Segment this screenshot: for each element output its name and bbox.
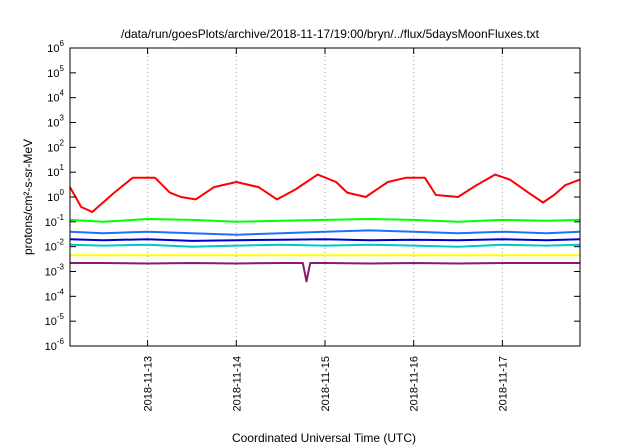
y-tick-exponent: 4 [60, 89, 65, 98]
y-tick-label: 101 [47, 163, 64, 179]
y-tick-exponent: 3 [60, 114, 65, 123]
y-tick-base: 10 [45, 341, 57, 353]
axis-ticks [70, 47, 580, 347]
series-layer [69, 173, 581, 283]
y-tick-exponent: -1 [57, 213, 65, 222]
series-line-7 [70, 262, 580, 283]
x-tick-labels: 2018-11-13 2018-11-14 2018-11-15 2018-11-16… [143, 356, 510, 411]
y-tick-label: 10-3 [45, 263, 65, 279]
series-line-4 [69, 238, 581, 242]
y-tick-base: 10 [47, 118, 59, 130]
y-tick-exponent: -5 [57, 312, 65, 321]
y-tick-label: 103 [47, 114, 64, 130]
y-tick-base: 10 [47, 43, 59, 55]
y-tick-base: 10 [47, 192, 59, 204]
y-tick-base: 10 [47, 68, 59, 80]
y-tick-label: 10-1 [45, 213, 65, 229]
x-axis-label: Coordinated Universal Time (UTC) [232, 431, 416, 445]
y-tick-base: 10 [45, 291, 57, 303]
y-tick-base: 10 [45, 217, 57, 229]
y-tick-label: 105 [47, 64, 64, 80]
x-tick-label: 2018-11-16 [409, 356, 421, 411]
series-line-2 [69, 218, 581, 223]
y-tick-exponent: 6 [60, 39, 65, 48]
x-tick-label: 2018-11-15 [320, 356, 332, 411]
y-tick-exponent: -6 [57, 337, 65, 346]
y-tick-exponent: 1 [60, 163, 65, 172]
y-tick-exponent: -4 [57, 287, 65, 296]
y-tick-exponent: -3 [57, 263, 65, 272]
y-tick-exponent: 0 [60, 188, 65, 197]
series-line-3 [69, 229, 581, 236]
chart-title: /data/run/goesPlots/archive/2018-11-17/1… [121, 27, 540, 41]
y-tick-base: 10 [45, 267, 57, 279]
series-line-1 [69, 173, 581, 213]
y-tick-base: 10 [47, 93, 59, 105]
y-tick-label: 106 [47, 39, 64, 55]
y-tick-label: 10-4 [45, 287, 65, 303]
y-axis-label: protons/cm²-s-sr-MeV [21, 139, 35, 255]
y-tick-label: 102 [47, 138, 64, 154]
series-line-5 [69, 243, 581, 248]
x-tick-label: 2018-11-13 [143, 356, 155, 411]
y-tick-base: 10 [47, 167, 59, 179]
y-tick-exponent: 5 [60, 64, 65, 73]
grid-lines [147, 48, 503, 346]
y-tick-base: 10 [47, 142, 59, 154]
x-tick-label: 2018-11-17 [497, 356, 509, 411]
y-tick-labels: 10-610-510-410-310-210-11001011021031041… [45, 39, 65, 353]
y-tick-exponent: 2 [60, 138, 65, 147]
x-tick-label: 2018-11-14 [231, 356, 243, 411]
y-tick-label: 10-2 [45, 238, 65, 254]
y-tick-base: 10 [45, 316, 57, 328]
y-tick-exponent: -2 [57, 238, 65, 247]
y-tick-label: 100 [47, 188, 64, 204]
y-tick-label: 10-6 [45, 337, 65, 353]
y-tick-label: 10-5 [45, 312, 65, 328]
y-tick-base: 10 [45, 242, 57, 254]
y-tick-label: 104 [47, 89, 64, 105]
